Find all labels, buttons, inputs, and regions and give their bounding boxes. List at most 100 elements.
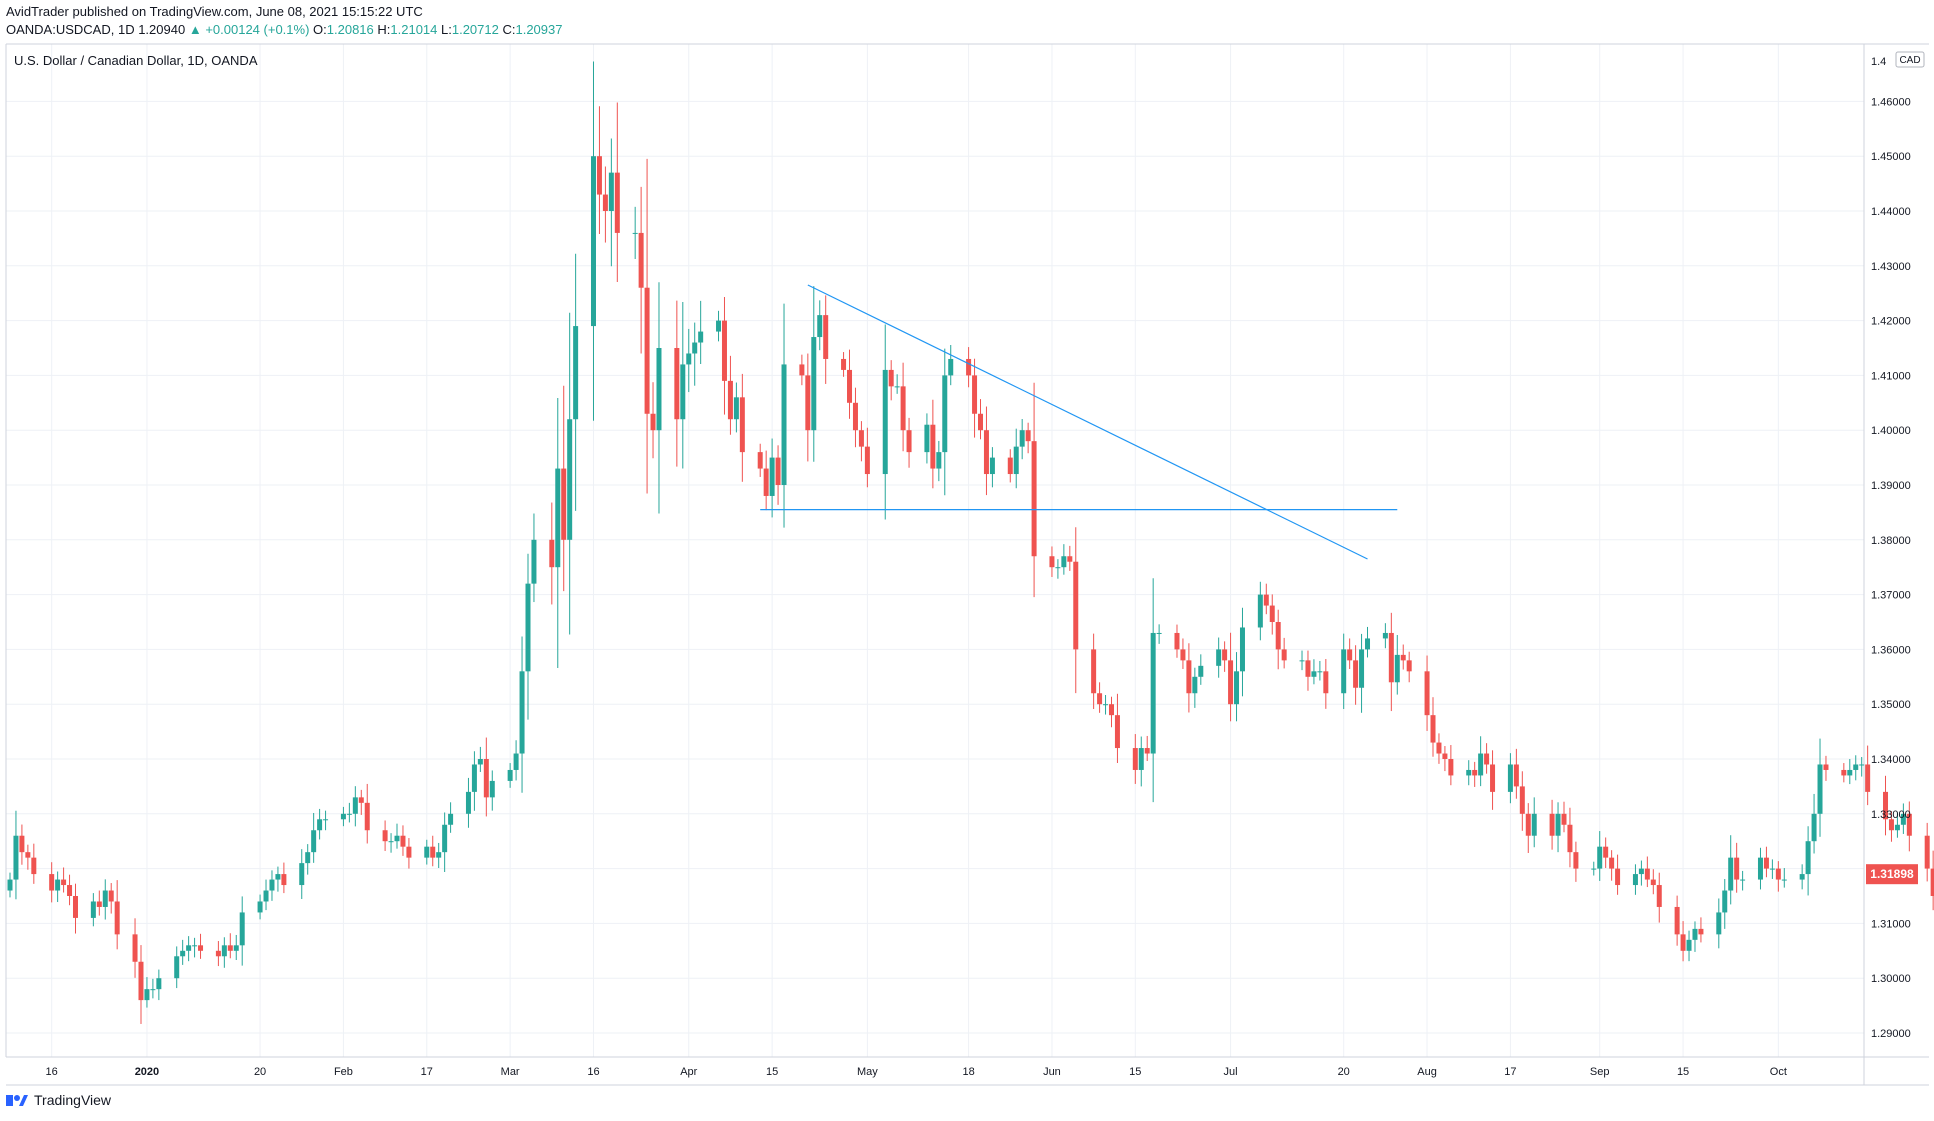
candle-body [852, 402, 858, 431]
candle-body [1436, 742, 1442, 754]
candle-body [1567, 824, 1573, 853]
candle-body [67, 885, 73, 896]
candle-body [1906, 813, 1912, 836]
candle-body [1257, 594, 1263, 628]
y-tick-label: 1.30000 [1871, 973, 1911, 985]
candle-body [1888, 819, 1894, 831]
candle-body [1341, 649, 1347, 694]
candle-body [489, 780, 495, 798]
x-tick-label: 2020 [135, 1066, 159, 1078]
candle-body [894, 386, 900, 388]
candles [7, 61, 1934, 1024]
candle-body [1632, 874, 1638, 886]
candle-body [1353, 660, 1359, 688]
candle-body [721, 320, 727, 381]
candle-body [1186, 660, 1192, 694]
y-tick-label: 1.36000 [1871, 644, 1911, 656]
publish-text: published on TradingView.com, June 08, 2… [72, 4, 423, 19]
candle-body [1442, 753, 1448, 759]
candle-body [858, 430, 864, 447]
candle-body [1138, 748, 1144, 770]
candle-body [1656, 885, 1662, 907]
candle-body [805, 375, 811, 431]
candle-body [638, 232, 644, 288]
price-axis[interactable]: 1.290001.300001.310001.320001.330001.340… [1871, 56, 1911, 1040]
candle-body [1638, 868, 1644, 875]
candle-body [1757, 857, 1763, 880]
candle-body [1769, 868, 1775, 870]
candle-body [156, 978, 162, 990]
candle-body [1781, 879, 1787, 881]
candle-body [1234, 671, 1240, 705]
candle-body [1674, 906, 1680, 935]
candle-body [1323, 671, 1329, 694]
candle-body [150, 989, 156, 991]
candle-body [1311, 671, 1317, 677]
candle-body [823, 315, 829, 359]
candle-body [525, 583, 531, 672]
candle-body [1180, 649, 1186, 661]
x-tick-label: 20 [1338, 1066, 1350, 1078]
candle-body [192, 945, 198, 947]
candle-body [972, 375, 978, 414]
candle-body [1650, 879, 1656, 886]
x-tick-label: Jun [1043, 1066, 1061, 1078]
footer-brand[interactable]: TradingView [34, 1092, 112, 1108]
candle-body [930, 424, 936, 469]
candle-body [1507, 764, 1513, 792]
x-tick-label: Mar [501, 1066, 520, 1078]
candle-body [358, 797, 364, 803]
candle-body [507, 769, 513, 781]
candle-body [1478, 753, 1484, 776]
candle-body [674, 348, 680, 420]
candle-body [847, 369, 853, 403]
high-value: 1.21014 [390, 22, 438, 37]
candle-body [1519, 786, 1525, 814]
candle-body [13, 835, 19, 880]
candle-body [978, 413, 984, 431]
descending-trendline[interactable] [807, 284, 1368, 560]
candle-body [1448, 759, 1454, 776]
candle-body [686, 353, 692, 365]
candle-body [394, 835, 400, 842]
last-price-label: 1.31898 [1870, 867, 1914, 881]
candle-body [1281, 649, 1287, 661]
candle-body [1930, 868, 1934, 896]
x-tick-label: Sep [1590, 1066, 1610, 1078]
last-value: 1.20940 [138, 22, 186, 37]
candle-body [275, 874, 281, 880]
candle-body [364, 802, 370, 831]
x-tick-label: Jul [1224, 1066, 1238, 1078]
candle-body [864, 446, 870, 475]
candle-body [906, 430, 912, 453]
candle-body [989, 457, 995, 475]
candle-body [55, 879, 61, 891]
y-tick-label: 1.41000 [1871, 370, 1911, 382]
candle-body [1013, 446, 1019, 475]
time-axis[interactable]: 16 2020 20 Feb 17 Mar 16 Apr 15 May 18 Jun 15 Jul 20 Au… [46, 1066, 1787, 1078]
candle-body [114, 901, 120, 935]
candle-body [471, 764, 477, 792]
candle-body [305, 852, 311, 864]
candle-body [233, 945, 239, 951]
candle-body [465, 791, 471, 814]
y-tick-label: 1.42000 [1871, 316, 1911, 328]
publisher-name[interactable]: AvidTrader [6, 4, 69, 19]
candle-body [257, 901, 263, 913]
candle-body [198, 945, 204, 951]
candle-body [174, 956, 180, 979]
currency-badge-label: CAD [1899, 55, 1920, 66]
candle-body [1466, 769, 1472, 776]
symbol: OANDA:USDCAD, 1D [6, 22, 135, 37]
candle-body [1686, 939, 1692, 951]
candle-body [1067, 556, 1073, 562]
candle-body [221, 945, 227, 957]
candle-body [608, 172, 614, 211]
candle-body [1239, 627, 1245, 672]
candle-body [1591, 868, 1597, 870]
last-price-badge: 1.31898 [1866, 864, 1918, 885]
candle-body [590, 156, 596, 327]
y-tick-label: 1.33000 [1871, 809, 1911, 821]
change-value: +0.00124 (+0.1%) [205, 22, 310, 37]
